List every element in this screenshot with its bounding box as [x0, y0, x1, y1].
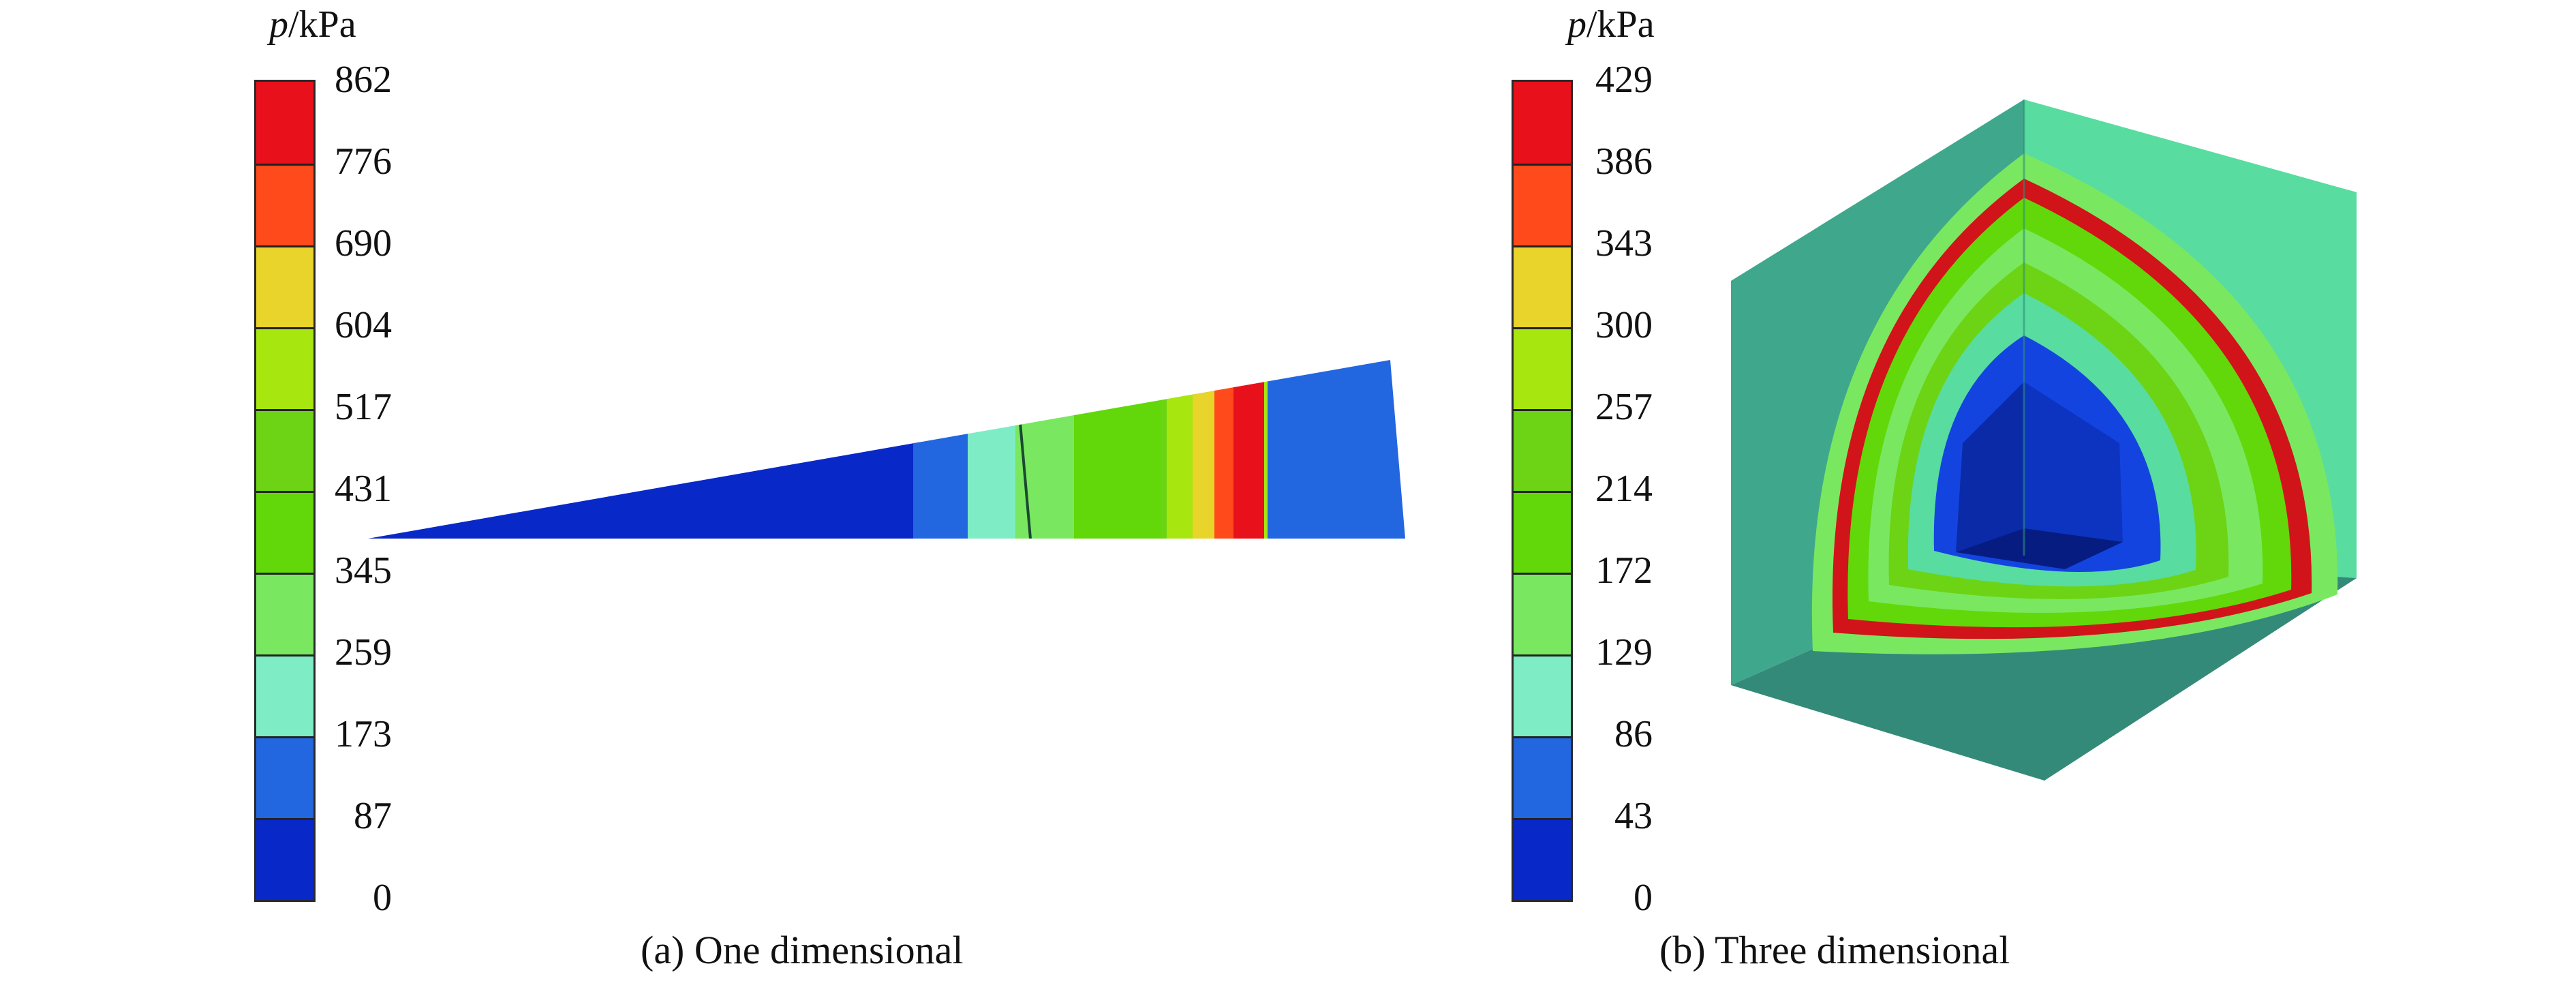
colorbar-tick-label: 86: [1614, 713, 1653, 755]
wedge-band-far: [1268, 360, 1405, 539]
colorbar-tick-label: 776: [335, 140, 392, 183]
colorbar-b-unit-symbol: p: [1567, 3, 1586, 46]
colorbar-segment: [256, 82, 313, 164]
inner-face-bottom: [1956, 528, 2123, 569]
colorbar-tick-label: 431: [335, 468, 392, 510]
colorbar-tick-label: 43: [1614, 795, 1653, 837]
colorbar-segment: [1514, 409, 1571, 491]
colorbar-segment: [1514, 736, 1571, 818]
colorbar-b-gradient: [1512, 80, 1573, 902]
colorbar-segment: [1514, 491, 1571, 573]
wedge-band-edge: [1264, 360, 1268, 539]
colorbar-segment: [256, 327, 313, 409]
caption-b: (b) Three dimensional: [1659, 928, 2010, 972]
colorbar-tick-label: 517: [335, 386, 392, 428]
colorbar-tick-label: 345: [335, 549, 392, 592]
inner-face-left: [1956, 382, 2024, 552]
colorbar-segment: [256, 573, 313, 654]
wedge-band-red: [1233, 360, 1265, 539]
wedge-band-yellow: [1193, 360, 1216, 539]
colorbar-tick-label: 604: [335, 304, 392, 346]
colorbar-tick-label: 257: [1595, 386, 1653, 428]
colorbar-tick-label: 429: [1595, 59, 1653, 101]
colorbar-b-unit: p/kPa: [1567, 3, 1655, 46]
colorbar-tick-label: 172: [1595, 549, 1653, 592]
colorbar-segment: [256, 818, 313, 900]
colorbar-tick-label: 214: [1595, 468, 1653, 510]
colorbar-segment: [256, 245, 313, 327]
wedge-band-cyan: [968, 360, 1017, 539]
wedge-band-green: [1074, 360, 1163, 539]
colorbar-a-gradient: [254, 80, 316, 902]
colorbar-segment: [1514, 327, 1571, 409]
colorbar-tick-label: 300: [1595, 304, 1653, 346]
colorbar-segment: [1514, 82, 1571, 164]
wedge-band-orange: [1214, 360, 1235, 539]
wedge-band-low: [368, 360, 920, 539]
colorbar-tick-label: 0: [373, 877, 392, 919]
colorbar-segment: [256, 654, 313, 736]
wedge-1d: [368, 360, 1405, 539]
colorbar-segment: [1514, 573, 1571, 654]
colorbar-tick-label: 87: [354, 795, 392, 837]
colorbar-segment: [1514, 654, 1571, 736]
colorbar-tick-label: 690: [335, 222, 392, 265]
colorbar-tick-label: 129: [1595, 631, 1653, 674]
inner-face-right: [2024, 382, 2123, 542]
colorbar-segment: [256, 491, 313, 573]
colorbar-tick-label: 0: [1634, 877, 1653, 919]
colorbar-tick-label: 862: [335, 59, 392, 101]
colorbar-segment: [1514, 245, 1571, 327]
colorbar-tick-label: 343: [1595, 222, 1653, 265]
caption-a: (a) One dimensional: [641, 928, 964, 972]
colorbar-b-unit-suffix: /kPa: [1586, 3, 1655, 46]
wedge-contour-line: [1019, 422, 1032, 539]
wedge-band-lightgreen: [1015, 360, 1075, 539]
wedge-band-blue: [913, 360, 969, 539]
colorbar-tick-label: 173: [335, 713, 392, 755]
colorbar-segment: [256, 409, 313, 491]
wedge-band-yellowgreen: [1167, 360, 1194, 539]
colorbar-segment: [1514, 164, 1571, 245]
colorbar-tick-label: 386: [1595, 140, 1653, 183]
colorbar-a-unit: p/kPa: [269, 3, 356, 46]
colorbar-segment: [1514, 818, 1571, 900]
cube-3d: [1731, 100, 2357, 781]
colorbar-segment: [256, 164, 313, 245]
colorbar-a-unit-symbol: p: [269, 3, 288, 46]
colorbar-segment: [256, 736, 313, 818]
colorbar-tick-label: 259: [335, 631, 392, 674]
colorbar-a-unit-suffix: /kPa: [288, 3, 356, 46]
